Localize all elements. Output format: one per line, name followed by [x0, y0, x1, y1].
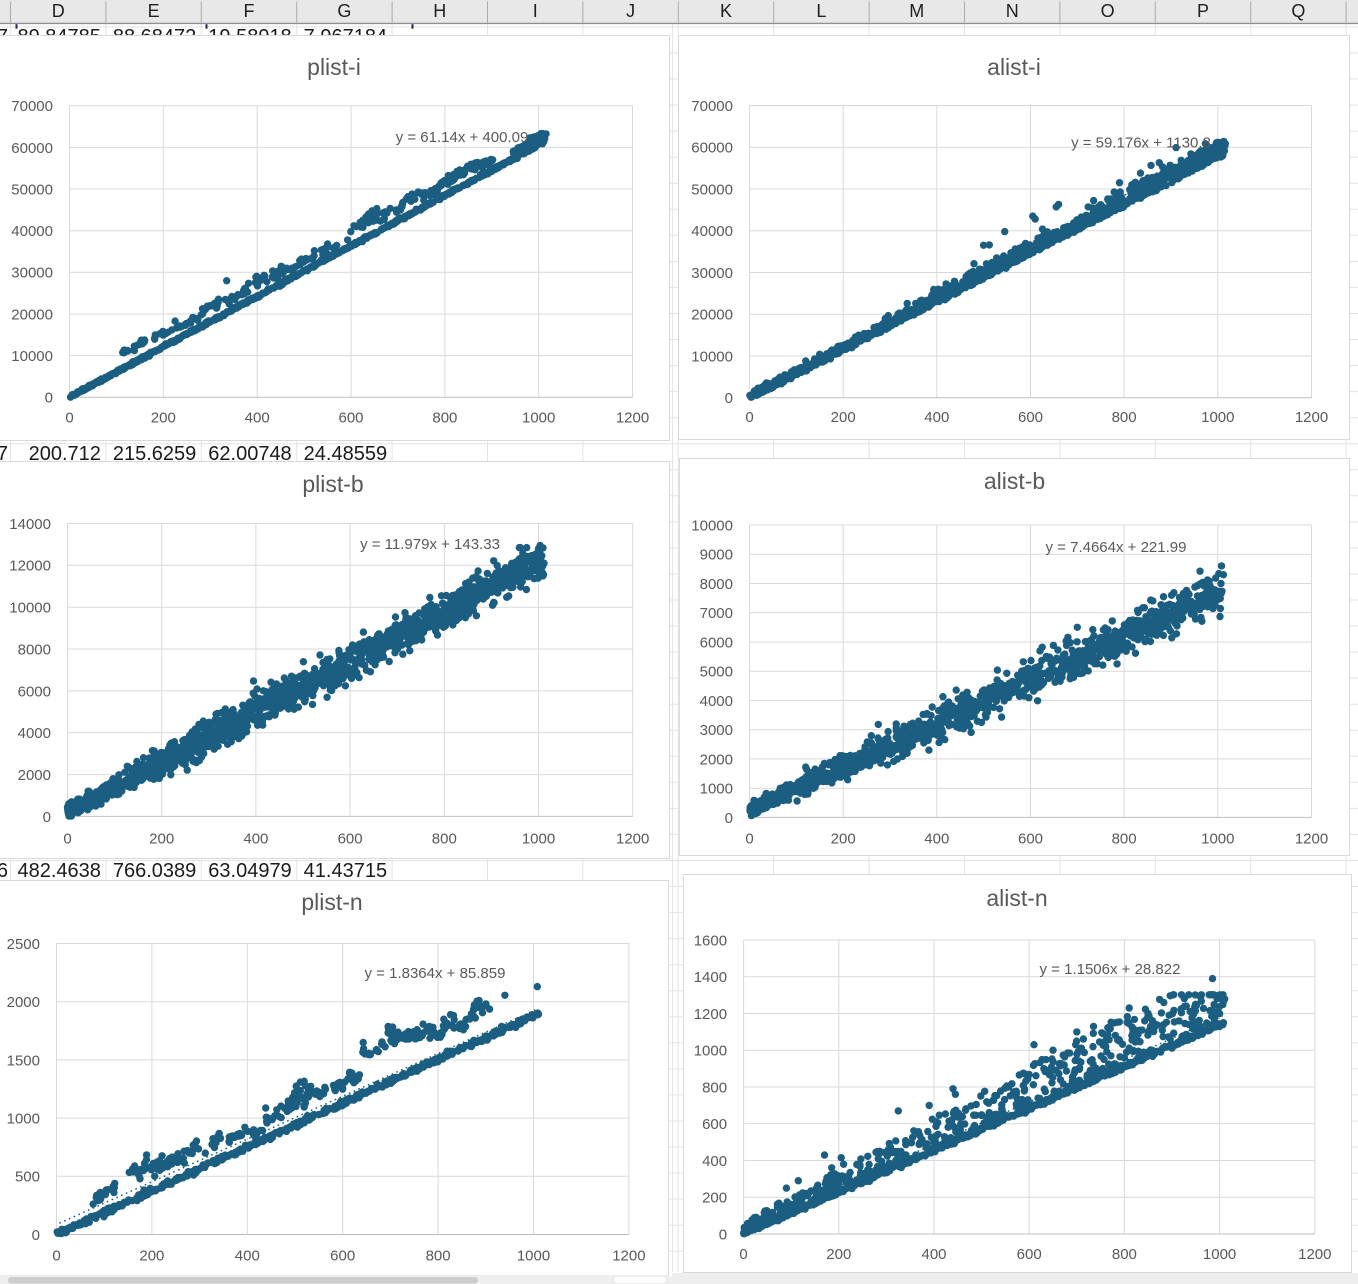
svg-text:30000: 30000	[691, 265, 733, 282]
svg-text:482.4638: 482.4638	[17, 860, 100, 882]
svg-text:10000: 10000	[691, 348, 733, 365]
svg-text:0: 0	[63, 830, 71, 847]
svg-text:24.48559: 24.48559	[304, 443, 387, 465]
svg-text:Q: Q	[1291, 1, 1305, 21]
svg-text:1000: 1000	[522, 830, 555, 847]
svg-text:62.00748: 62.00748	[208, 443, 291, 465]
svg-text:50000: 50000	[691, 181, 733, 198]
svg-text:P: P	[1197, 1, 1209, 21]
svg-text:F: F	[244, 1, 255, 21]
svg-text:1000: 1000	[522, 410, 555, 427]
svg-text:200: 200	[831, 409, 856, 426]
svg-text:20000: 20000	[11, 306, 53, 323]
svg-text:400: 400	[924, 409, 949, 426]
svg-text:y = 11.979x + 143.33: y = 11.979x + 143.33	[360, 536, 500, 553]
svg-text:14000: 14000	[9, 516, 51, 533]
svg-text:10000: 10000	[9, 600, 51, 617]
svg-text:H: H	[433, 1, 446, 21]
svg-text:1200: 1200	[616, 830, 649, 847]
svg-text:4000: 4000	[18, 725, 51, 742]
svg-text:E: E	[148, 1, 160, 21]
svg-text:1200: 1200	[616, 410, 649, 427]
svg-text:70000: 70000	[11, 98, 53, 115]
svg-text:2000: 2000	[18, 767, 51, 784]
svg-text:200: 200	[151, 410, 176, 427]
svg-text:M: M	[909, 1, 924, 21]
svg-text:800: 800	[432, 410, 457, 427]
svg-text:I: I	[533, 1, 538, 21]
svg-text:50000: 50000	[11, 181, 53, 198]
svg-text:200: 200	[149, 830, 174, 847]
svg-text:1000: 1000	[1201, 409, 1234, 426]
svg-text:60000: 60000	[11, 140, 53, 157]
svg-text:J: J	[626, 1, 635, 21]
svg-text:G: G	[337, 1, 351, 21]
svg-text:K: K	[720, 1, 732, 21]
svg-text:6: 6	[0, 860, 8, 882]
svg-text:0: 0	[43, 809, 51, 826]
svg-text:0: 0	[45, 390, 53, 407]
svg-text:alist-i: alist-i	[987, 54, 1041, 80]
svg-text:0: 0	[725, 390, 733, 407]
svg-text:30000: 30000	[11, 265, 53, 282]
svg-text:y = 61.14x + 400.09: y = 61.14x + 400.09	[396, 129, 529, 146]
svg-text:y = 59.176x + 1130.8: y = 59.176x + 1130.8	[1071, 135, 1211, 152]
svg-text:O: O	[1101, 1, 1115, 21]
svg-text:L: L	[816, 1, 826, 21]
svg-text:20000: 20000	[691, 307, 733, 324]
svg-text:400: 400	[243, 830, 268, 847]
svg-text:plist-b: plist-b	[302, 471, 363, 497]
svg-text:800: 800	[432, 830, 457, 847]
svg-text:63.04979: 63.04979	[208, 860, 291, 882]
svg-text:D: D	[52, 1, 65, 21]
svg-text:41.43715: 41.43715	[304, 860, 387, 882]
svg-text:N: N	[1006, 1, 1019, 21]
svg-text:1200: 1200	[1295, 409, 1328, 426]
svg-text:0: 0	[65, 410, 73, 427]
svg-text:8000: 8000	[18, 641, 51, 658]
svg-text:6000: 6000	[18, 683, 51, 700]
svg-text:10000: 10000	[11, 348, 53, 365]
svg-text:70000: 70000	[691, 98, 733, 115]
svg-text:plist-i: plist-i	[307, 54, 361, 80]
svg-text:200.712: 200.712	[29, 443, 101, 465]
svg-text:600: 600	[338, 830, 363, 847]
svg-text:40000: 40000	[11, 223, 53, 240]
svg-text:215.6259: 215.6259	[113, 443, 196, 465]
svg-text:800: 800	[1112, 409, 1137, 426]
svg-text:766.0389: 766.0389	[113, 860, 196, 882]
svg-text:600: 600	[1018, 409, 1043, 426]
svg-text:600: 600	[338, 410, 363, 427]
svg-text:40000: 40000	[691, 223, 733, 240]
svg-text:0: 0	[745, 409, 753, 426]
svg-text:400: 400	[245, 410, 270, 427]
svg-text:60000: 60000	[691, 140, 733, 157]
svg-text:7: 7	[0, 443, 8, 465]
svg-text:12000: 12000	[9, 558, 51, 575]
